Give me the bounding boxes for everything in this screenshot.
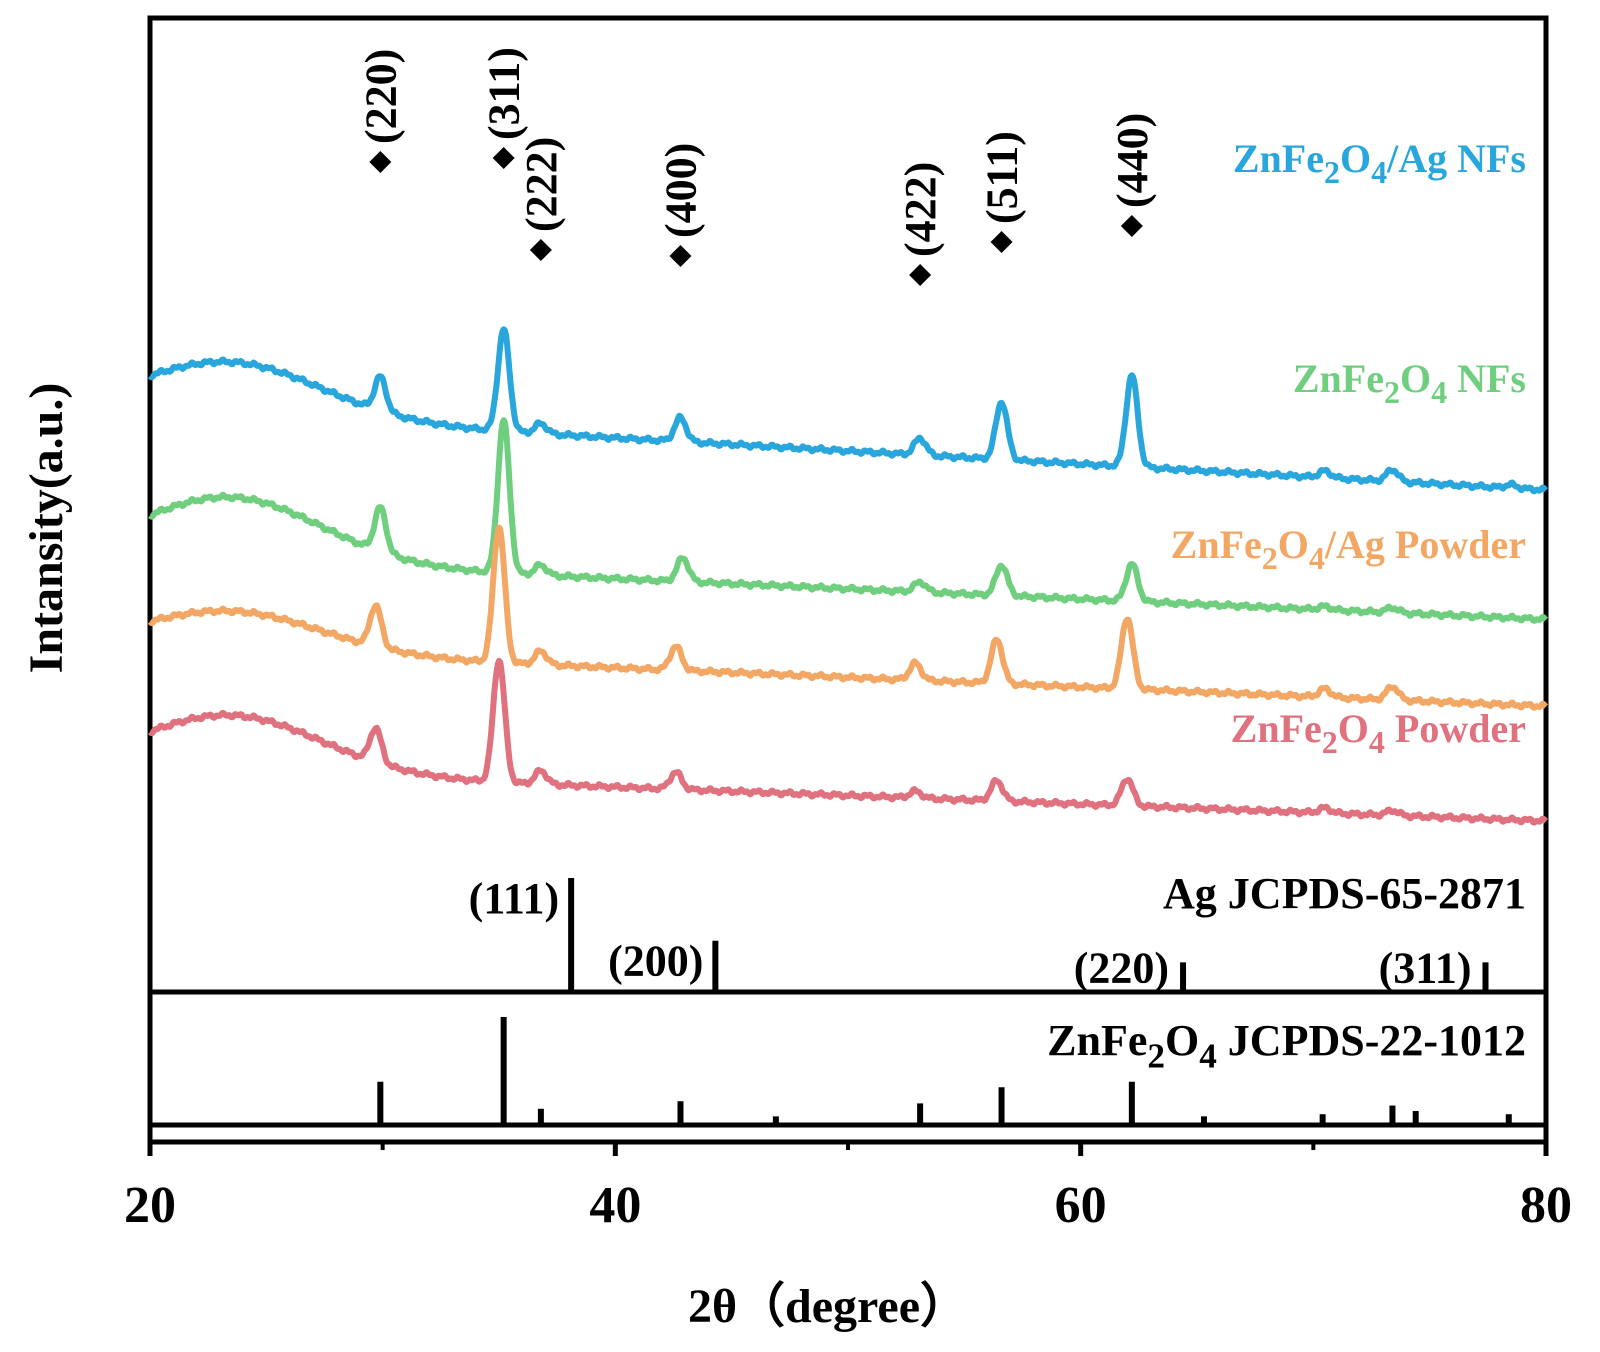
reference-patterns: (111) (200) (220) (311) Ag JCPDS-65-2871 ZnFe… — [377, 869, 1526, 1125]
series-label-powder-part: O — [1338, 706, 1369, 751]
peak-hkl-label: (422) — [896, 162, 945, 257]
series-label-nfs-part: ZnFe — [1293, 356, 1384, 401]
ag-ref-label: (311) — [1379, 943, 1472, 992]
series-label-ag_nfs-part: /Ag NFs — [1386, 136, 1526, 181]
peak-diamond-icon — [990, 231, 1013, 253]
x-axis-label: 2θ（degree） — [688, 1280, 968, 1333]
series-label-ag_powder-subscript: 4 — [1309, 540, 1325, 576]
series-label-nfs-part: O — [1400, 356, 1431, 401]
peak-annotations: (220) (311)(222) (400) (422) (511) (440) — [356, 47, 1157, 286]
znfe-ref-title-part: ZnFe — [1047, 1016, 1147, 1065]
series-label-nfs-subscript: 2 — [1384, 374, 1400, 410]
peak-hkl-label: (400) — [656, 143, 705, 238]
peak-hkl-label: (511) — [978, 131, 1027, 224]
xrd-curve-nfs — [148, 417, 1549, 624]
series-label-nfs: ZnFe2O4 NFs — [1293, 356, 1526, 410]
ag-ref-label: (200) — [608, 937, 703, 986]
series-label-ag_nfs-part: O — [1340, 136, 1371, 181]
series-label-powder-part: ZnFe — [1231, 706, 1322, 751]
x-axis: 20 40 60 80 — [124, 1142, 1572, 1234]
x-tick-label: 40 — [589, 1177, 641, 1234]
y-axis-label: Intansity(a.u.) — [20, 383, 73, 674]
x-tick-label: 20 — [124, 1177, 176, 1234]
xrd-curve-ag_powder — [147, 524, 1549, 711]
series-label-ag_powder: ZnFe2O4/Ag Powder — [1171, 522, 1526, 576]
series-label-ag_nfs: ZnFe2O4/Ag NFs — [1233, 136, 1526, 190]
series-label-nfs-part: NFs — [1447, 356, 1526, 401]
series-label-ag_nfs-subscript: 2 — [1324, 154, 1340, 190]
xrd-curve-ag_nfs — [147, 326, 1549, 495]
ag-ref-title: Ag JCPDS-65-2871 — [1163, 869, 1526, 918]
series-label-powder: ZnFe2O4 Powder — [1231, 706, 1526, 760]
ag-ref-label: (111) — [469, 874, 559, 923]
znfe-ref-title-subscript: 2 — [1147, 1036, 1165, 1075]
peak-diamond-icon — [669, 245, 692, 267]
x-tick-label: 60 — [1055, 1177, 1107, 1234]
series-label-ag_powder-part: O — [1278, 522, 1309, 567]
xrd-curve-powder — [147, 657, 1548, 826]
series-label-ag_nfs-part: ZnFe — [1233, 136, 1324, 181]
series-label-powder-part: Powder — [1385, 706, 1526, 751]
series-label-ag_powder-part: ZnFe — [1171, 522, 1262, 567]
peak-diamond-icon — [909, 264, 932, 286]
peak-hkl-label: (311) — [480, 47, 529, 140]
peak-diamond-icon — [529, 239, 552, 261]
peak-hkl-label: (222) — [517, 137, 566, 232]
peak-hkl-label: (440) — [1108, 113, 1157, 208]
series-label-powder-subscript: 2 — [1322, 724, 1338, 760]
znfe-ref-title-subscript: 4 — [1199, 1036, 1217, 1075]
series-label-ag_powder-subscript: 2 — [1262, 540, 1278, 576]
series-label-powder-subscript: 4 — [1369, 724, 1385, 760]
series-label-ag_nfs-subscript: 4 — [1371, 154, 1387, 190]
peak-hkl-label: (220) — [356, 49, 405, 144]
peak-diamond-icon — [369, 151, 392, 173]
peak-diamond-icon — [1120, 215, 1143, 237]
znfe-ref-title: ZnFe2O4 JCPDS-22-1012 — [1047, 1016, 1526, 1075]
peak-diamond-icon — [492, 147, 515, 169]
series-label-ag_powder-part: /Ag Powder — [1324, 522, 1526, 567]
znfe-ref-title-part: JCPDS-22-1012 — [1217, 1016, 1526, 1065]
ag-ref-label: (220) — [1074, 943, 1169, 992]
x-tick-label: 80 — [1520, 1177, 1572, 1234]
znfe-ref-title-part: O — [1165, 1016, 1199, 1065]
series-label-nfs-subscript: 4 — [1431, 374, 1447, 410]
